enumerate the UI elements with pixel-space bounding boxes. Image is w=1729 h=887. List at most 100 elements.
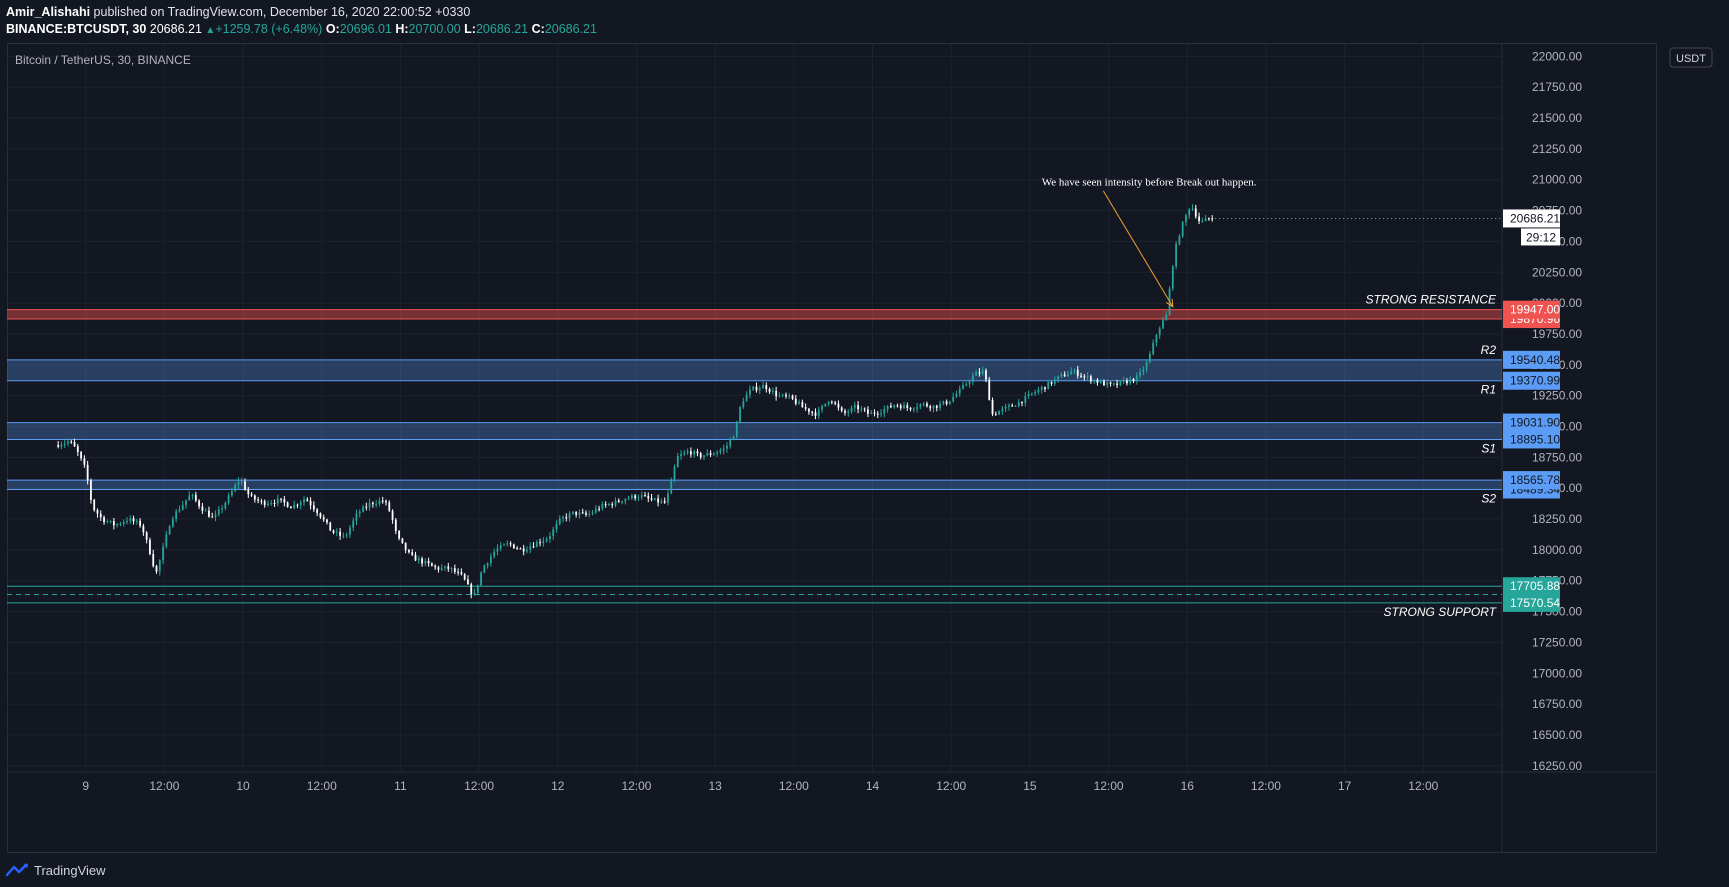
candle-down [132,518,135,522]
candle-up [726,445,728,449]
candle-up [912,408,915,410]
candle-down [647,495,650,499]
x-tick-label: 12:00 [149,779,179,793]
candle-down [155,566,158,572]
candle-up [798,402,800,404]
candle-down [1194,208,1197,217]
time-axis[interactable]: 9 12:00 10 12:00 11 12:00 12 12:00 13 12:00 14 12:0… [82,779,1438,793]
candle-up [827,401,830,404]
candle-up [480,572,482,586]
candle-down [598,508,601,510]
author-name[interactable]: Amir_Alishahi [6,5,91,19]
candle-up [637,497,640,499]
candle-up [1086,376,1089,378]
candle-up [653,498,656,500]
candle-up [880,413,882,415]
candle-up [126,520,128,523]
candle-down [391,510,394,520]
candle-down [152,554,155,567]
annotation-layer: We have seen intensity before Break out … [1042,177,1502,308]
candle-up [345,534,348,536]
candle-up [342,535,345,537]
candle-down [470,584,473,595]
candle-down [198,500,201,507]
candle-down [755,386,758,391]
y-tick-label: 16750.00 [1532,697,1582,711]
brand-name[interactable]: TradingView [34,862,106,878]
candle-down [765,385,768,390]
candle-up [739,407,741,422]
y-tick-label: 21250.00 [1532,142,1582,156]
candle-down [775,390,778,397]
candle-up [712,453,715,455]
candle-up [673,466,676,480]
level-text: S1 [1481,441,1496,455]
candle-up [486,563,489,566]
candle-up [1014,406,1017,408]
candle-up [171,519,174,527]
level-price-badge [1503,577,1560,596]
candle-down [873,412,876,414]
candle-up [1188,209,1191,216]
candle-down [414,554,417,561]
candle-up [1119,381,1122,385]
candle-down [516,548,519,550]
candle-down [142,525,145,533]
candle-up [781,394,784,396]
candle-down [211,516,214,518]
candle-down [80,452,82,459]
y-tick-label: 20250.00 [1532,265,1582,279]
candle-up [670,479,673,494]
chart-title: Bitcoin / TetherUS, 30, BINANCE [15,53,191,67]
candle-up [276,498,279,504]
level-text: R2 [1481,343,1497,357]
currency-badge[interactable] [1669,47,1713,68]
candle-up [893,405,896,408]
candle-up [417,558,420,561]
candle-up [158,560,161,572]
y-tick-label: 19750.00 [1532,327,1582,341]
candle-down [988,379,991,400]
candle-up [185,500,187,505]
candle-up [191,494,194,496]
level-zone [7,480,1502,490]
candle-up [621,501,623,503]
candle-down [837,403,840,408]
candle-up [752,386,755,390]
candle-down [280,498,282,500]
last-price-text: 20686.21 [149,22,202,36]
candle-up [719,450,722,453]
candle-up [1165,314,1168,321]
candle-up [440,567,443,570]
candle-up [555,523,558,530]
candle-down [332,530,335,533]
candle-up [362,506,364,512]
candle-down [909,407,912,410]
annotation-arrow-line [1102,190,1174,308]
candle-down [329,522,332,531]
candle-up [135,520,138,522]
candle-up [762,385,764,389]
candle-down [93,499,96,511]
candle-down [1021,402,1023,404]
candle-down [644,495,646,497]
candle-up [188,495,191,501]
candle-down [876,413,879,415]
price-axis[interactable]: 16250.00 16500.00 16750.00 17000.00 17250.00… [1503,49,1582,773]
candle-down [808,408,810,412]
candle-down [863,408,866,410]
candle-up [860,408,863,410]
candle-up [116,524,119,526]
candle-down [73,441,76,447]
candle-up [545,539,548,541]
candle-up [578,512,581,515]
candles-layer [57,204,1214,599]
candle-up [67,441,69,444]
candle-up [962,385,964,389]
candle-down [1063,374,1066,377]
candle-up [349,527,351,535]
candle-up [1142,369,1145,372]
candle-up [535,542,538,547]
y-tick-label: 18000.00 [1532,543,1582,557]
